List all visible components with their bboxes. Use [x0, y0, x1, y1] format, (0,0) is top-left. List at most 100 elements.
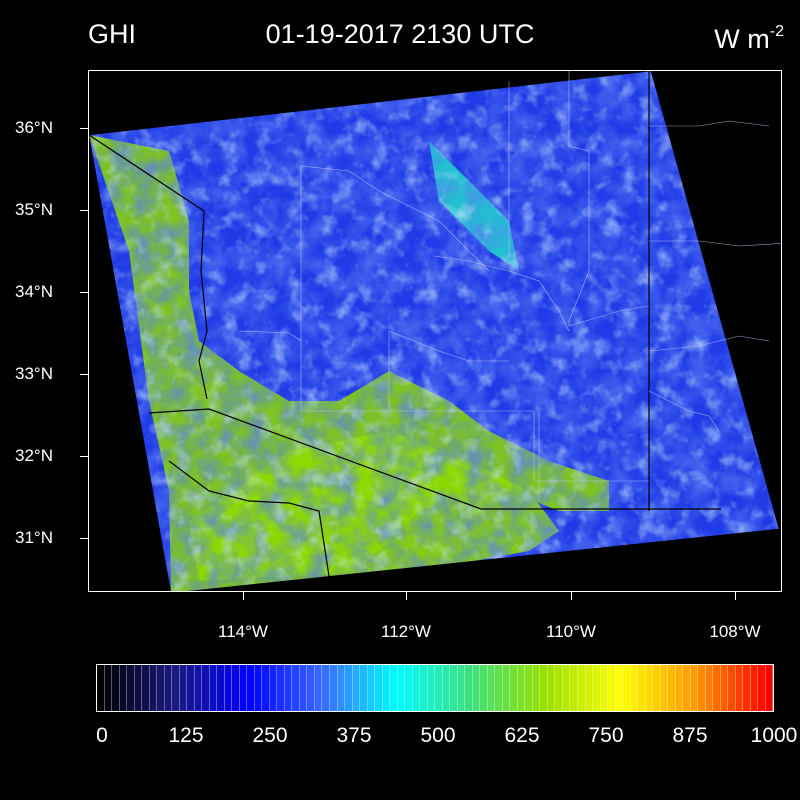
colorbar-segment — [758, 665, 766, 711]
units-exponent: -2 — [769, 23, 784, 40]
colorbar — [96, 664, 774, 712]
colorbar-segment — [307, 665, 315, 711]
latitude-tick — [80, 128, 88, 129]
colorbar-segment — [360, 665, 368, 711]
colorbar-segment — [375, 665, 383, 711]
colorbar-segment — [660, 665, 669, 711]
colorbar-segment — [247, 665, 255, 711]
longitude-tick — [406, 592, 407, 600]
latitude-tick — [80, 456, 88, 457]
colorbar-segment — [495, 665, 503, 711]
colorbar-segment — [127, 665, 135, 711]
colorbar-segment — [194, 665, 203, 711]
colorbar-segment — [480, 665, 488, 711]
colorbar-segment — [277, 665, 285, 711]
colorbar-segment — [232, 665, 240, 711]
latitude-tick — [80, 292, 88, 293]
latitude-label: 32°N — [15, 446, 53, 465]
colorbar-segment — [412, 665, 421, 711]
colorbar-segment — [427, 665, 436, 711]
colorbar-segment — [164, 665, 173, 711]
latitude-tick — [80, 538, 88, 539]
latitude-label: 35°N — [15, 200, 53, 219]
colorbar-segment — [765, 665, 774, 711]
baja-border — [168, 460, 330, 577]
latitude-tick — [80, 374, 88, 375]
colorbar-segment — [630, 665, 639, 711]
colorbar-segment — [585, 665, 594, 711]
colorbar-segment — [450, 665, 458, 711]
colorbar-segment — [683, 665, 691, 711]
colorbar-segment — [653, 665, 661, 711]
colorbar-segment — [179, 665, 188, 711]
longitude-label: 108°W — [709, 622, 761, 641]
colorbar-segment — [292, 665, 300, 711]
latitude-tick — [80, 210, 88, 211]
colorbar-segment — [698, 665, 706, 711]
colorbar-segment — [299, 665, 308, 711]
colorbar-label: 0 — [96, 724, 108, 747]
colorbar-segment — [525, 665, 533, 711]
colorbar-segment — [322, 665, 330, 711]
colorbar-segment — [570, 665, 578, 711]
colorbar-segment — [202, 665, 210, 711]
colorbar-label: 875 — [672, 724, 708, 747]
colorbar-segment — [435, 665, 443, 711]
county-borders — [238, 71, 781, 501]
colorbar-segment — [217, 665, 225, 711]
colorbar-segment — [750, 665, 759, 711]
colorbar-segment — [420, 665, 428, 711]
longitude-tick — [243, 592, 244, 600]
colorbar-segment — [269, 665, 278, 711]
colorbar-segment — [405, 665, 413, 711]
longitude-tick — [571, 592, 572, 600]
longitude-label: 110°W — [546, 622, 596, 641]
colorbar-segment — [119, 665, 128, 711]
mexico-border — [148, 408, 721, 510]
california-border — [89, 134, 205, 212]
colorbar-segment — [104, 665, 113, 711]
latitude-label: 34°N — [15, 282, 53, 301]
colorbar-segment — [284, 665, 293, 711]
colorbar-segment — [172, 665, 180, 711]
colorbar-label: 500 — [420, 724, 456, 747]
colorbar-segment — [728, 665, 736, 711]
colorbar-segment — [540, 665, 548, 711]
colorbar-segment — [720, 665, 729, 711]
colorbar-segment — [487, 665, 496, 711]
colorbar-segment — [645, 665, 654, 711]
longitude-label: 114°W — [218, 622, 268, 641]
colorbar-segment — [254, 665, 263, 711]
colorbar-segment — [465, 665, 473, 711]
colorbar-segment — [638, 665, 646, 711]
satellite-swath — [89, 71, 781, 591]
colorbar-segment — [209, 665, 218, 711]
units-title: W m-2 — [714, 14, 784, 59]
colorbar-segment — [224, 665, 233, 711]
colorbar-segment — [337, 665, 346, 711]
colorbar-segment — [239, 665, 248, 711]
colorbar-segment — [472, 665, 481, 711]
colorbar-label: 625 — [504, 724, 540, 747]
swath-edge — [89, 71, 780, 591]
colorbar-segment — [532, 665, 541, 711]
colorbar-segment — [743, 665, 751, 711]
colorbar-segment — [593, 665, 601, 711]
colorbar-segment — [97, 665, 105, 711]
colorbar-segment — [442, 665, 451, 711]
colorbar-label: 750 — [588, 724, 624, 747]
colorbar-segment — [675, 665, 684, 711]
colorbar-segment — [149, 665, 158, 711]
colorbar-segment — [314, 665, 323, 711]
colorbar-segment — [615, 665, 624, 711]
colorbar-segment — [510, 665, 518, 711]
colorbar-segment — [600, 665, 609, 711]
longitude-label: 112°W — [381, 622, 431, 641]
colorbar-segment — [517, 665, 526, 711]
colorbar-label: 375 — [336, 724, 372, 747]
colorbar-segment — [457, 665, 466, 711]
colorbar-segment — [623, 665, 631, 711]
latitude-label: 33°N — [15, 364, 53, 383]
colorbar-segment — [112, 665, 120, 711]
colorbar-segment — [668, 665, 676, 711]
